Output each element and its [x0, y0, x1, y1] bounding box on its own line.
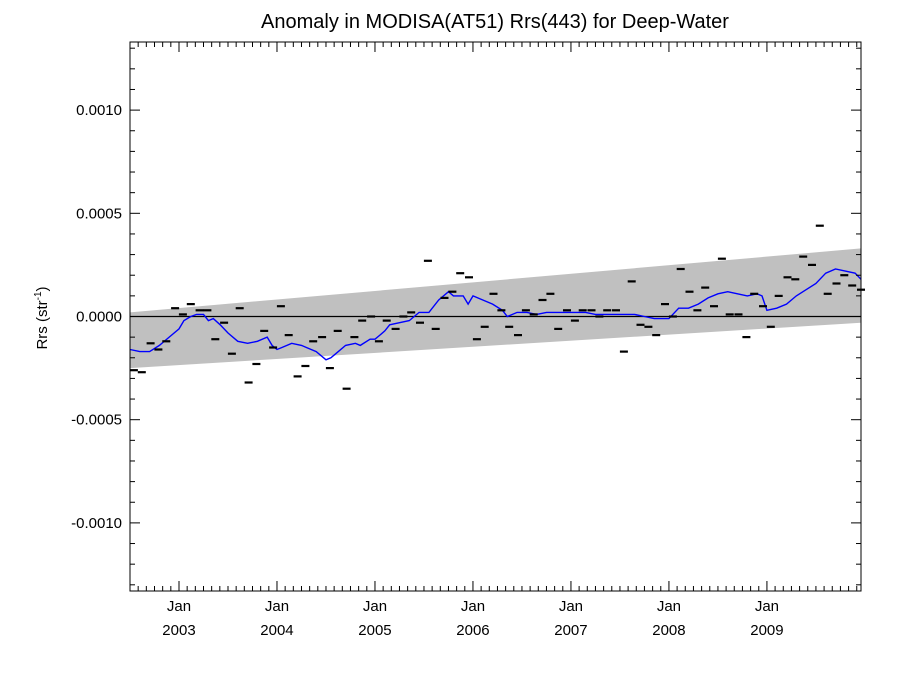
tick-labels: 0.0010 0.0005 0.0000 -0.0005 -0.0010 Jan 2003 J… [71, 102, 783, 639]
x-tick-month-label: Jan [265, 598, 289, 615]
x-tick-year-label: 2006 [456, 622, 489, 639]
y-axis-label-superscript: -1 [33, 291, 44, 300]
x-tick-year-label: 2005 [358, 622, 391, 639]
plot-axes [129, 41, 862, 592]
y-axis-label-close: ) [34, 286, 51, 291]
y-tick-label: -0.0010 [71, 515, 122, 532]
y-tick-label: -0.0005 [71, 412, 122, 429]
y-tick-label: 0.0000 [76, 309, 122, 326]
x-tick-year-label: 2008 [652, 622, 685, 639]
x-tick-month-label: Jan [363, 598, 387, 615]
data-points [129, 224, 865, 390]
y-axis-label: Rrs (str-1) [33, 286, 51, 349]
band-area [130, 248, 861, 369]
x-tick-month-label: Jan [167, 598, 191, 615]
y-axis-label-text: Rrs (str [34, 300, 51, 349]
x-tick-year-label: 2003 [162, 622, 195, 639]
chart-title: Anomaly in MODISA(AT51) Rrs(443) for Dee… [261, 11, 729, 33]
trend-line [129, 268, 862, 361]
y-tick-label: 0.0010 [76, 102, 122, 119]
x-tick-year-label: 2004 [260, 622, 293, 639]
x-tick-month-label: Jan [755, 598, 779, 615]
x-tick-year-label: 2007 [554, 622, 587, 639]
x-tick-month-label: Jan [461, 598, 485, 615]
x-tick-year-label: 2009 [750, 622, 783, 639]
x-tick-month-label: Jan [657, 598, 681, 615]
x-tick-month-label: Jan [559, 598, 583, 615]
uncertainty-band [130, 248, 861, 369]
y-tick-label: 0.0005 [76, 205, 122, 222]
trend-series [129, 268, 862, 361]
